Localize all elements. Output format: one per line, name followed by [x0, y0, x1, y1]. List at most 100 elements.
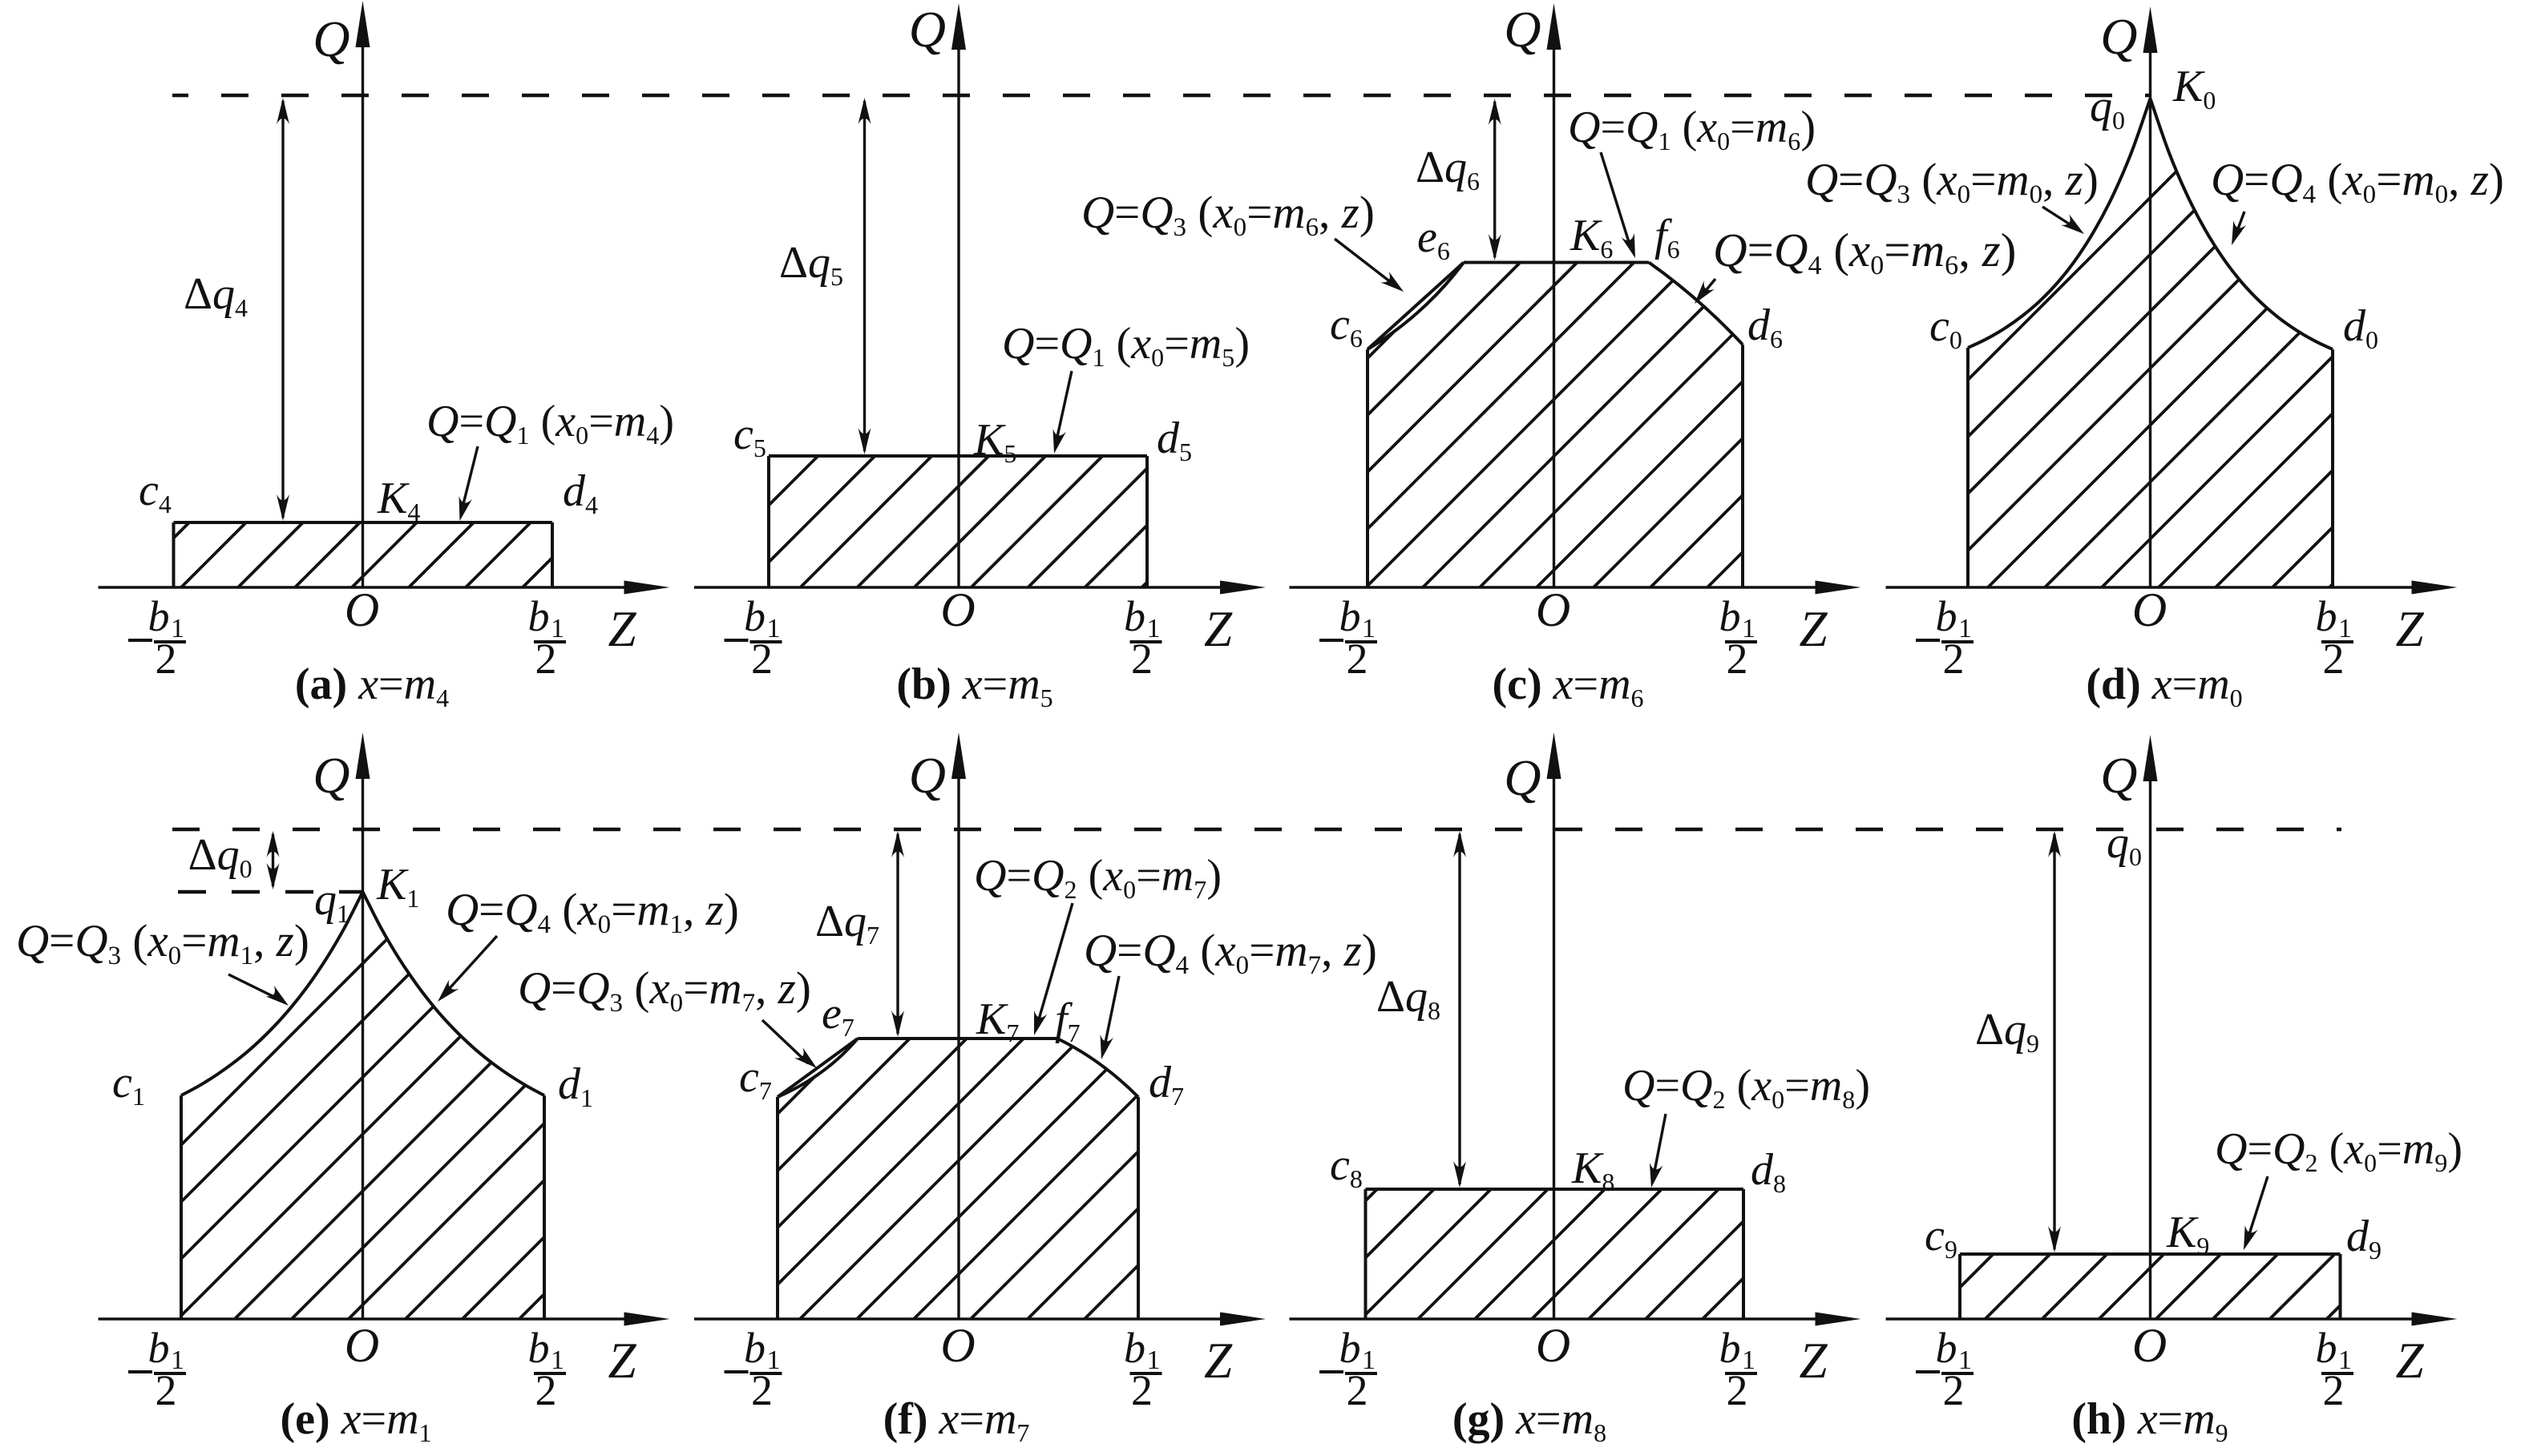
svg-text:1: 1 [1742, 1345, 1755, 1375]
svg-text:1: 1 [1147, 614, 1161, 643]
svg-text:e6: e6 [1417, 212, 1450, 265]
svg-text:1: 1 [1362, 614, 1376, 643]
svg-text:d7: d7 [1149, 1058, 1184, 1111]
svg-text:b: b [1124, 592, 1145, 640]
svg-text:b: b [1339, 592, 1361, 640]
svg-text:1: 1 [1147, 1345, 1161, 1375]
svg-text:K0: K0 [2172, 62, 2216, 115]
svg-text:(f) x=m7: (f) x=m7 [883, 1394, 1030, 1447]
svg-text:b: b [148, 1324, 170, 1372]
svg-text:Δq9: Δq9 [1975, 1005, 2039, 1058]
svg-text:2: 2 [2323, 1366, 2345, 1414]
svg-text:b: b [148, 592, 170, 640]
svg-text:2: 2 [2323, 635, 2345, 683]
svg-text:1: 1 [1362, 1345, 1376, 1375]
svg-text:c7: c7 [739, 1052, 772, 1105]
svg-text:Z: Z [2396, 1333, 2425, 1389]
svg-text:(d) x=m0: (d) x=m0 [2086, 659, 2242, 712]
svg-text:2: 2 [1131, 635, 1153, 683]
svg-text:Q: Q [1504, 1, 1541, 58]
svg-text:Q: Q [909, 747, 946, 804]
svg-text:Δq7: Δq7 [815, 897, 879, 950]
svg-text:e7: e7 [822, 989, 854, 1042]
svg-text:Q=Q3 (x0 =m7 , z): Q=Q3 (x0 =m7 , z) [518, 963, 811, 1018]
svg-text:d6: d6 [1747, 300, 1783, 353]
svg-text:Q=Q2 (x0 =m7 ): Q=Q2 (x0 =m7 ) [974, 851, 1222, 904]
svg-text:Q=Q1 (x0 =m5 ): Q=Q1 (x0 =m5 ) [1002, 319, 1250, 372]
svg-text:2: 2 [751, 1366, 773, 1414]
svg-text:b: b [1339, 1324, 1361, 1372]
svg-text:(b) x=m5: (b) x=m5 [896, 659, 1052, 712]
svg-text:Q=Q3 (x0 =m0 , z): Q=Q3 (x0 =m0 , z) [1805, 155, 2099, 209]
svg-text:2: 2 [535, 635, 557, 683]
svg-text:Δq8: Δq8 [1376, 972, 1440, 1025]
svg-text:O: O [1536, 1319, 1570, 1372]
svg-text:b: b [2316, 1324, 2337, 1372]
svg-text:O: O [940, 583, 975, 636]
svg-text:K6: K6 [1570, 211, 1613, 264]
svg-text:b: b [744, 1324, 766, 1372]
svg-text:1: 1 [2338, 1345, 2352, 1375]
svg-text:c4: c4 [139, 466, 172, 518]
svg-text:2: 2 [751, 635, 773, 683]
svg-text:O: O [345, 1319, 379, 1372]
svg-text:Z: Z [608, 1333, 637, 1389]
svg-text:O: O [1536, 583, 1570, 636]
svg-text:Δq6: Δq6 [1416, 143, 1480, 196]
svg-text:2: 2 [1943, 635, 1965, 683]
svg-text:K9: K9 [2166, 1208, 2209, 1260]
svg-text:1: 1 [767, 1345, 781, 1375]
svg-text:2: 2 [1943, 1366, 1965, 1414]
svg-text:2: 2 [1347, 1366, 1368, 1414]
svg-text:Q=Q4 (x0 =m7 , z): Q=Q4 (x0 =m7 , z) [1084, 926, 1377, 980]
svg-text:(g) x=m8: (g) x=m8 [1452, 1394, 1606, 1447]
svg-text:d5: d5 [1157, 413, 1192, 466]
svg-text:b: b [1936, 592, 1957, 640]
svg-text:Q: Q [909, 1, 946, 58]
svg-text:(c) x=m6: (c) x=m6 [1492, 659, 1643, 712]
svg-text:K7: K7 [976, 994, 1019, 1047]
svg-text:1: 1 [1958, 1345, 1972, 1375]
svg-text:2: 2 [535, 1366, 557, 1414]
svg-text:d1: d1 [558, 1059, 593, 1112]
svg-text:c9: c9 [1925, 1211, 1957, 1264]
svg-text:Z: Z [1800, 601, 1828, 657]
svg-text:Q=Q2 (x0 =m8 ): Q=Q2 (x0 =m8 ) [1622, 1061, 1870, 1114]
svg-text:Q=Q4 (x0 =m0 , z): Q=Q4 (x0 =m0 , z) [2211, 155, 2504, 209]
svg-text:Q: Q [2100, 8, 2137, 65]
svg-text:O: O [2132, 583, 2167, 636]
svg-text:Z: Z [1800, 1333, 1828, 1389]
svg-text:Q=Q1 (x0 =m4 ): Q=Q1 (x0 =m4 ) [426, 397, 674, 450]
svg-text:d9: d9 [2346, 1212, 2382, 1264]
svg-text:b: b [528, 1324, 550, 1372]
svg-text:c1: c1 [112, 1058, 145, 1111]
svg-text:Δq0: Δq0 [188, 830, 252, 883]
svg-text:c8: c8 [1330, 1140, 1363, 1193]
svg-text:b: b [2316, 592, 2337, 640]
svg-text:c6: c6 [1330, 300, 1363, 353]
svg-text:Q: Q [313, 747, 349, 804]
svg-text:1: 1 [171, 1345, 184, 1375]
svg-text:b: b [528, 592, 550, 640]
svg-text:2: 2 [1727, 635, 1748, 683]
svg-text:1: 1 [767, 614, 781, 643]
svg-text:1: 1 [2338, 614, 2352, 643]
svg-text:(a) x=m4: (a) x=m4 [295, 659, 449, 712]
svg-text:1: 1 [551, 1345, 564, 1375]
svg-text:b: b [1719, 1324, 1741, 1372]
svg-text:2: 2 [156, 1366, 177, 1414]
svg-text:2: 2 [1727, 1366, 1748, 1414]
svg-text:(h) x=m9: (h) x=m9 [2071, 1394, 2228, 1447]
svg-text:K4: K4 [377, 474, 420, 526]
svg-text:Q: Q [313, 10, 349, 67]
svg-text:O: O [940, 1319, 975, 1372]
svg-text:K5: K5 [973, 415, 1016, 468]
svg-text:1: 1 [1958, 614, 1972, 643]
svg-text:d4: d4 [563, 466, 598, 519]
svg-text:Z: Z [608, 601, 637, 657]
svg-text:Δq4: Δq4 [184, 269, 248, 322]
svg-text:d8: d8 [1751, 1145, 1786, 1198]
svg-text:q0: q0 [2107, 818, 2142, 871]
svg-text:1: 1 [1742, 614, 1755, 643]
svg-text:d0: d0 [2343, 301, 2378, 354]
